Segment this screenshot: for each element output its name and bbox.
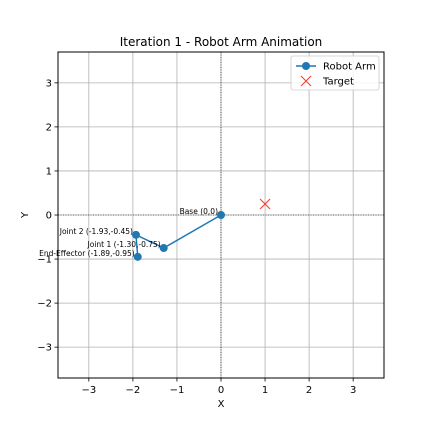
x-tick-label: −2 xyxy=(126,385,141,396)
legend-target-label: Target xyxy=(322,77,354,88)
robot-arm-joint-marker xyxy=(217,211,225,219)
robot-arm-line xyxy=(135,214,222,257)
joint-annotation: End-Effector (-1.89,-0.95) xyxy=(39,249,135,258)
legend-robot-arm-label: Robot Arm xyxy=(323,62,376,73)
point-annotations: Base (0,0) Joint 1 (-1.30,-0.75) Joint 2 (… xyxy=(39,207,218,258)
x-tick-label: 0 xyxy=(218,385,224,396)
legend-robot-arm-marker xyxy=(302,62,310,70)
plot-series xyxy=(131,198,271,261)
joint-annotation: Base (0,0) xyxy=(180,207,219,216)
robot-arm-joint-marker xyxy=(133,252,142,261)
y-tick-label: −1 xyxy=(37,255,52,266)
y-tick-label: 1 xyxy=(46,166,52,177)
y-axis-label: Y xyxy=(20,211,31,219)
x-axis-label: X xyxy=(218,399,225,410)
joint-annotation: Joint 1 (-1.30,-0.75) xyxy=(87,240,161,249)
joint-annotation: Joint 2 (-1.93,-0.45) xyxy=(59,227,133,236)
chart-title: Iteration 1 - Robot Arm Animation xyxy=(120,35,323,49)
x-tick-label: 2 xyxy=(306,385,312,396)
x-tick-label: 1 xyxy=(262,385,268,396)
y-tick-label: −2 xyxy=(37,299,52,310)
target-marker xyxy=(259,198,271,210)
legend: Robot Arm Target xyxy=(290,55,380,91)
robot-arm-joint-marker xyxy=(131,230,140,239)
x-tick-label: −3 xyxy=(81,385,96,396)
legend-target-marker xyxy=(300,75,312,87)
robot-arm-joint-marker xyxy=(159,244,168,253)
y-tick-label: 3 xyxy=(46,78,52,89)
x-tick-label: −1 xyxy=(170,385,185,396)
y-tick-label: 0 xyxy=(46,211,52,222)
y-tick-label: −3 xyxy=(37,343,52,354)
x-tick-label: 3 xyxy=(350,385,356,396)
axis-ticks: −3 −2 −1 0 1 2 3 −3 −2 −1 0 1 2 3 xyxy=(37,78,356,396)
y-tick-label: 2 xyxy=(46,122,52,133)
legend-box xyxy=(290,55,380,91)
target-marker-stroke xyxy=(259,198,271,210)
